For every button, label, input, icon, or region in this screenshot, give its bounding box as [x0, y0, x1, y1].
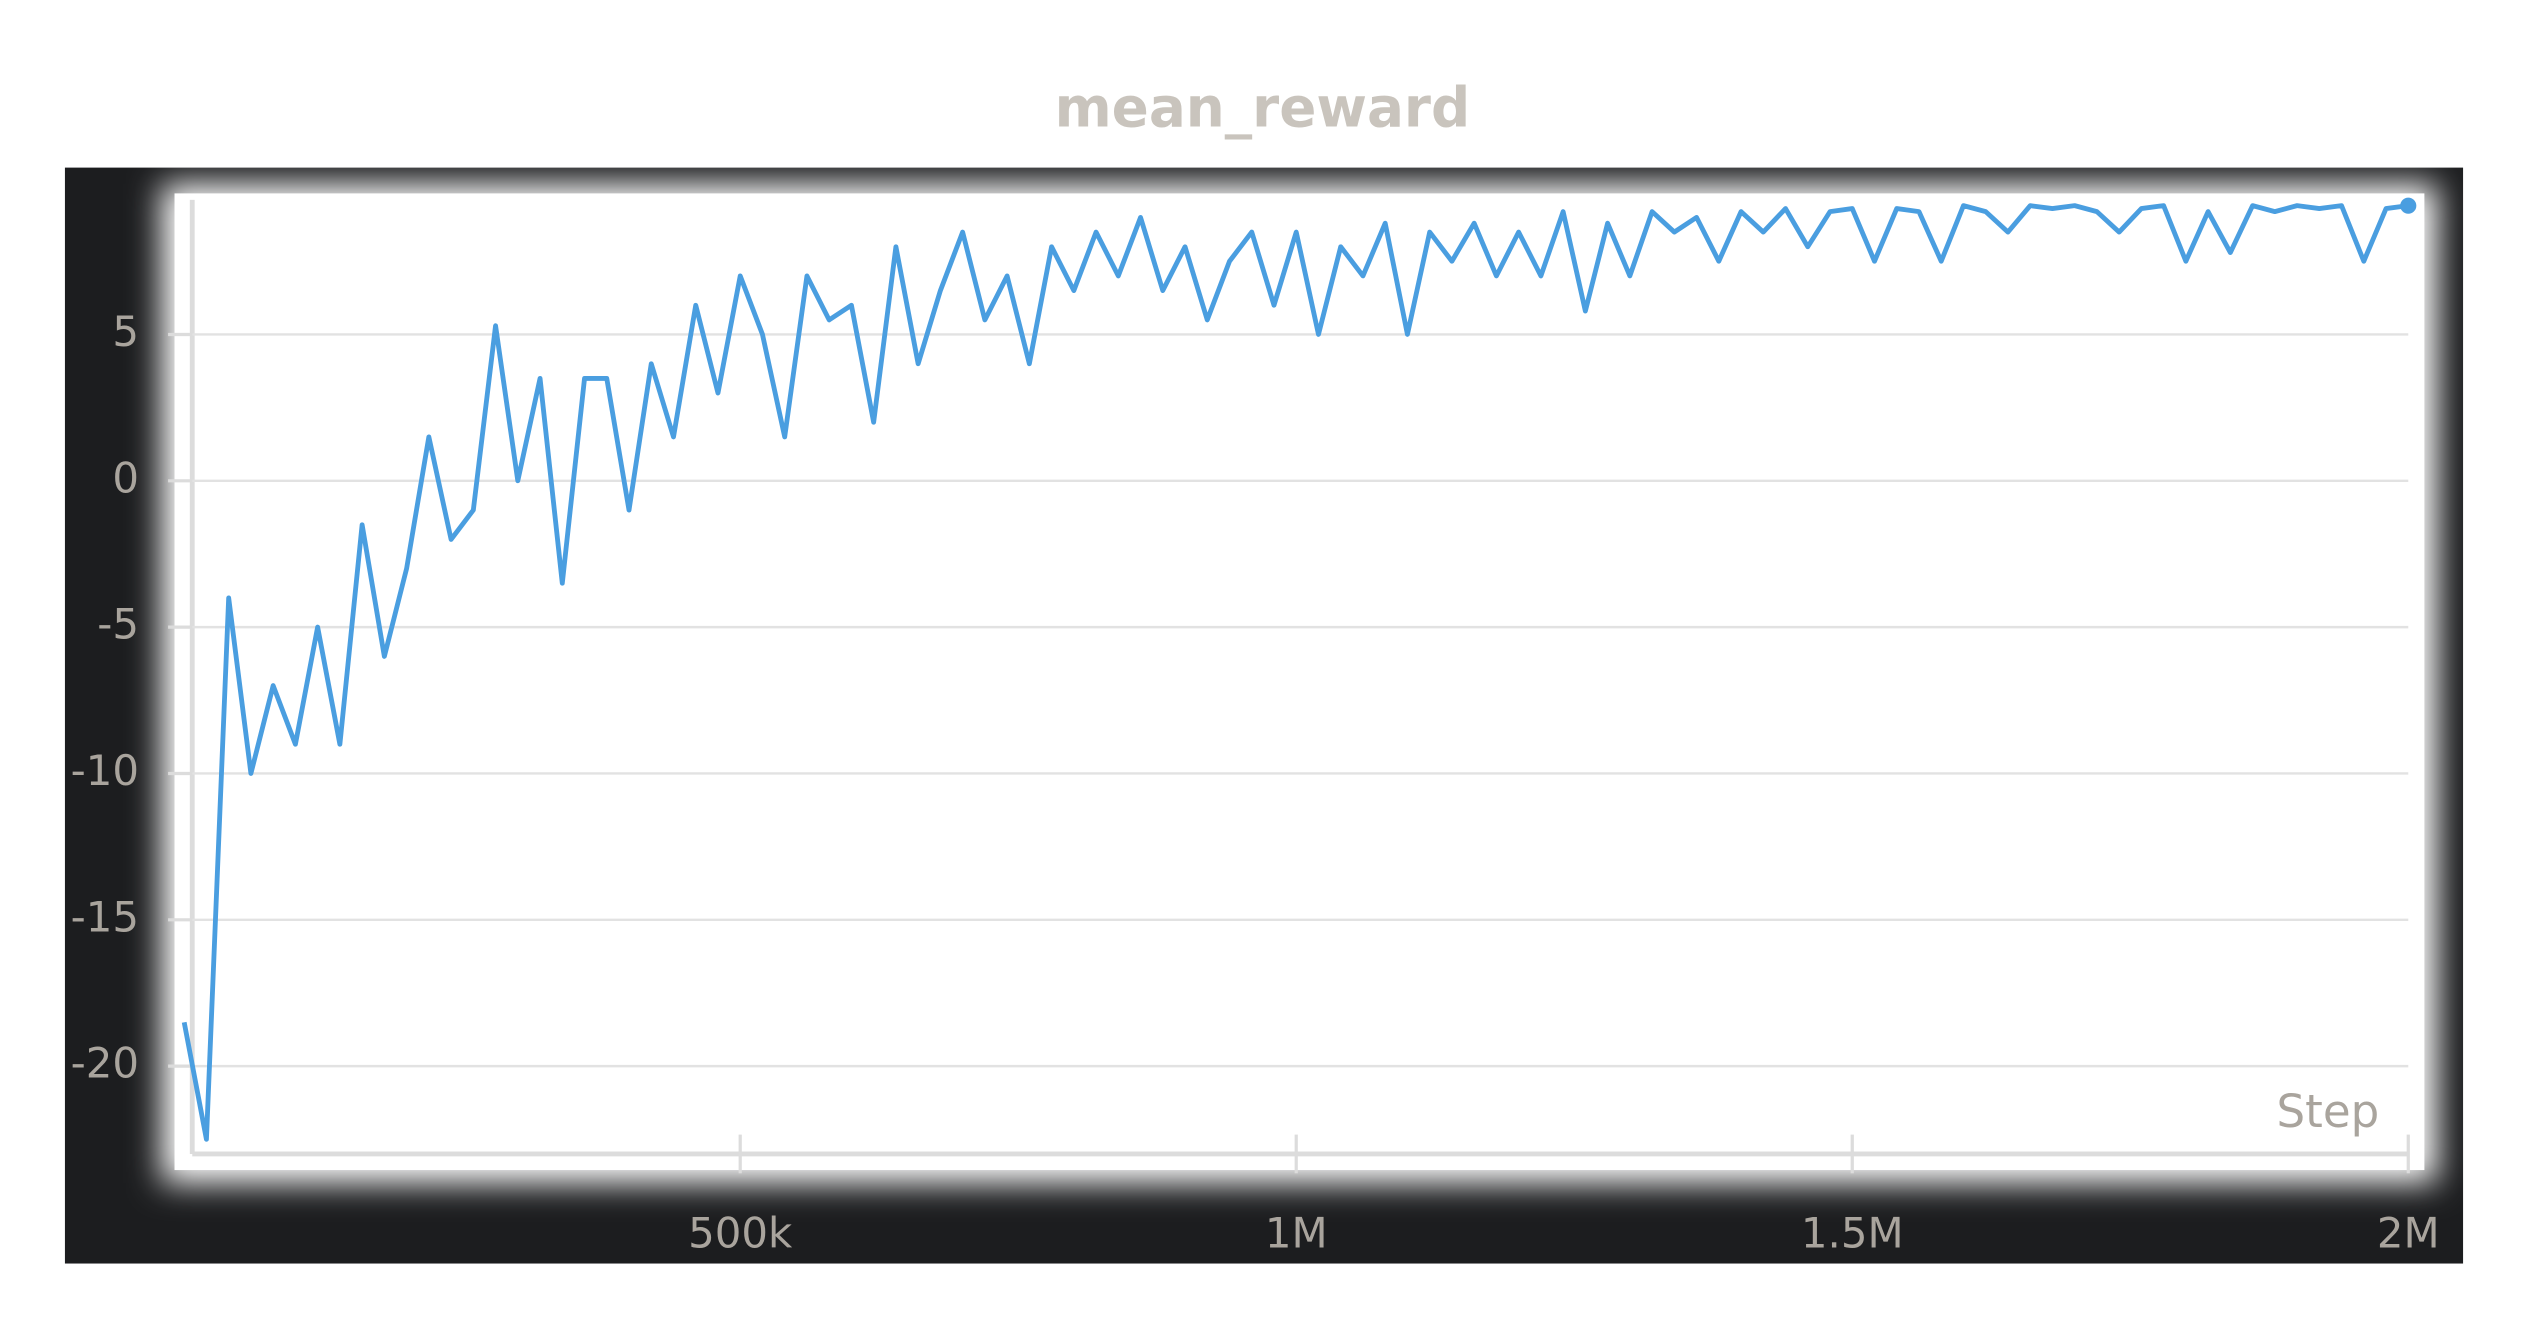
y-tick-label: -5	[97, 600, 139, 649]
y-tick-label: 5	[112, 307, 139, 356]
x-tick-label: 1M	[1265, 1209, 1328, 1258]
x-tick-label: 1.5M	[1801, 1209, 1904, 1258]
y-tick-label: -20	[71, 1039, 139, 1088]
x-tick-label: 2M	[2377, 1209, 2440, 1258]
x-tick-label: 500k	[688, 1209, 793, 1258]
panel	[174, 193, 2425, 1171]
y-tick-label: 0	[112, 453, 139, 502]
y-tick-label: -15	[71, 892, 139, 941]
x-axis-label: Step	[2277, 1085, 2380, 1138]
end-point	[2400, 197, 2417, 214]
y-tick-label: -10	[71, 746, 139, 795]
line	[181, 203, 2409, 1142]
chart-title: mean_reward	[1055, 75, 1471, 139]
